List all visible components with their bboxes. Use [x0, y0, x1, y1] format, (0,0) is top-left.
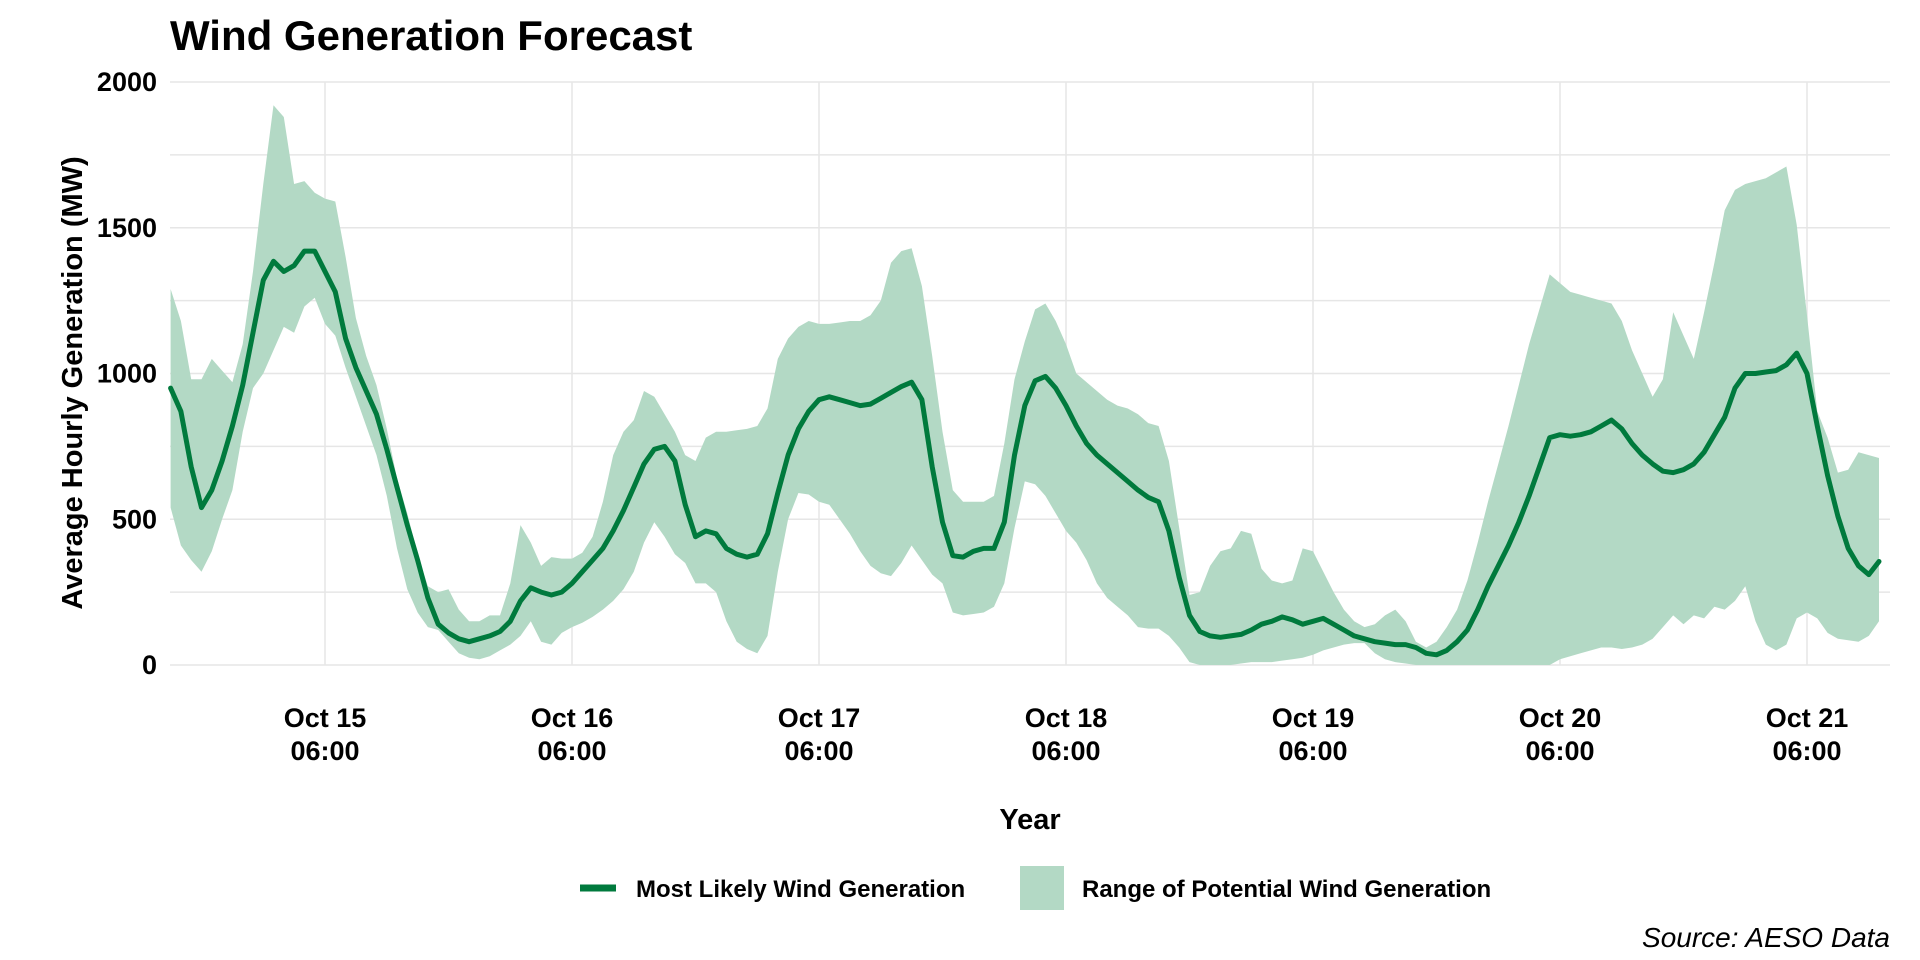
x-tick-label: Oct 18: [1025, 703, 1108, 733]
y-tick-label: 0: [142, 650, 157, 680]
most-likely-line-layer: [168, 248, 1882, 658]
x-tick-label: 06:00: [1031, 736, 1100, 766]
legend-label-line: Most Likely Wind Generation: [636, 876, 965, 903]
chart-title: Wind Generation Forecast: [170, 12, 692, 59]
x-tick-label: Oct 19: [1272, 703, 1355, 733]
x-tick-label: Oct 20: [1519, 703, 1602, 733]
x-tick-label: 06:00: [1772, 736, 1841, 766]
range-band: [170, 105, 1880, 666]
legend-band-swatch: [1020, 866, 1064, 910]
range-band-layer: [170, 105, 1880, 666]
y-tick-label: 2000: [97, 67, 157, 97]
x-tick-label: Oct 15: [284, 703, 367, 733]
x-axis-title: Year: [999, 804, 1060, 836]
x-tick-label: 06:00: [1525, 736, 1594, 766]
x-tick-label: 06:00: [784, 736, 853, 766]
x-tick-label: 06:00: [290, 736, 359, 766]
y-axis-ticks: 0 500 1000 1500 2000: [97, 67, 157, 680]
legend: Most Likely Wind Generation Range of Pot…: [580, 866, 1491, 910]
x-tick-label: 06:00: [1278, 736, 1347, 766]
legend-label-band: Range of Potential Wind Generation: [1082, 876, 1491, 903]
y-tick-label: 500: [112, 504, 157, 534]
x-tick-label: Oct 17: [778, 703, 861, 733]
x-tick-label: 06:00: [537, 736, 606, 766]
y-axis-title: Average Hourly Generation (MW): [57, 156, 89, 609]
source-caption: Source: AESO Data: [1642, 922, 1890, 953]
x-tick-label: Oct 16: [531, 703, 614, 733]
y-tick-label: 1000: [97, 359, 157, 389]
y-tick-label: 1500: [97, 213, 157, 243]
most-likely-line: [168, 248, 1882, 658]
x-tick-label: Oct 21: [1766, 703, 1849, 733]
